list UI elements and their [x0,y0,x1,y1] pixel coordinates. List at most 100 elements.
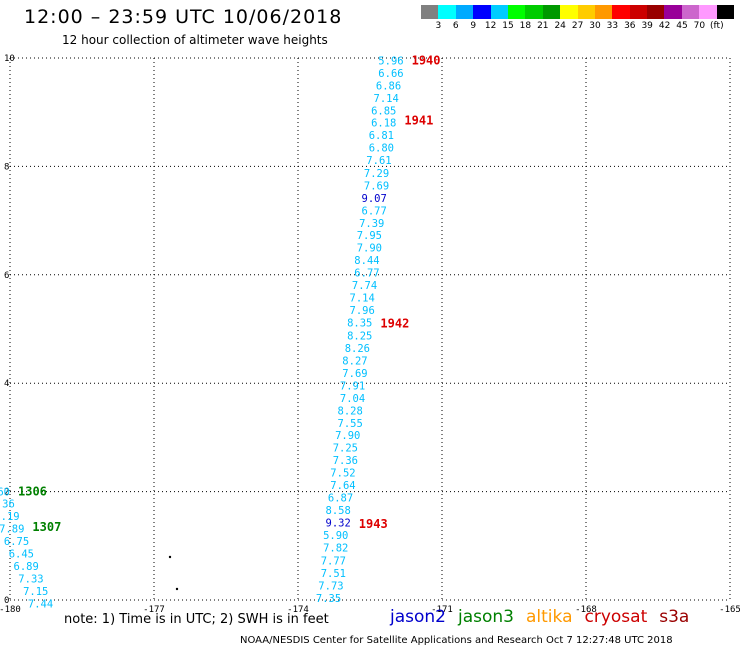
swh-value-label: 7.52 [330,468,355,480]
colorbar-swatch [699,5,717,19]
swh-value-label: 7.29 [364,168,389,180]
colorbar-label: 9 [470,21,477,31]
colorbar-label: 18 [519,21,532,31]
colorbar-label: 36 [624,21,636,31]
note-text: note: 1) Time is in UTC; 2) SWH is in fe… [64,612,329,627]
swh-value-label: 7.90 [335,430,360,442]
swh-value-label: 6.66 [378,68,403,80]
pass-number-label: 1943 [359,517,388,531]
pass-number-label: 1307 [32,520,61,534]
colorbar-swatch [647,5,665,19]
swh-value-label: 7.74 [352,280,377,292]
colorbar-swatch [612,5,630,19]
swh-value-label: 6.75 [4,536,29,548]
pass-number-label: 1941 [404,113,433,127]
colorbar-label: 12 [484,21,497,31]
swh-value-label: 6.80 [369,142,394,154]
colorbar-label: 6 [452,21,459,31]
x-tick-label: -174 [287,605,309,615]
swh-value-label: 8.58 [326,505,351,517]
colorbar-swatch [421,5,439,19]
data-dot [168,555,172,559]
swh-value-label: 7.14 [374,93,399,105]
swh-value-label: 7.60 [0,487,10,499]
colorbar-swatch [577,5,595,19]
colorbar-swatch [664,5,682,19]
x-tick-label: -165 [719,605,740,615]
y-tick-label: 2 [4,488,9,498]
x-tick-label: -177 [143,605,165,615]
swh-value-label: 6.81 [369,130,394,142]
swh-value-label: 6.89 [14,561,39,573]
swh-value-label: 7.33 [18,573,43,585]
colorbar-label: 33 [606,21,619,31]
swh-value-label: 7.69 [342,368,367,380]
pass-number-label: 1942 [380,317,409,331]
y-tick-label: 10 [4,54,15,64]
colorbar-label: 27 [571,21,584,31]
colorbar-label: (ft) [710,21,724,31]
colorbar-swatch [716,5,735,19]
swh-value-label: 7.36 [0,499,15,511]
swh-value-label: 7.82 [323,542,348,554]
swh-value-label: 8.26 [345,343,370,355]
swh-value-label: 6.77 [362,205,387,217]
satellite-legend: jason2 jason3 altika cryosat s3a [390,607,701,627]
swh-value-label: 7.95 [357,230,382,242]
swh-value-label: 7.69 [364,180,389,192]
y-tick-label: 6 [4,271,9,281]
swh-value-label: 7.51 [321,568,346,580]
pass-number-label: 1940 [412,54,441,68]
swh-value-label: 7.89 [0,523,24,535]
swh-value-label: 7.73 [318,580,343,592]
swh-value-label: 7.61 [366,155,391,167]
pass-number-label: 1306 [18,485,47,499]
swh-value-label: 7.96 [350,305,375,317]
swh-value-label: 7.19 [0,511,20,523]
swh-value-label: 9.07 [362,193,387,205]
colorbar-swatch [525,5,543,19]
colorbar-swatch [594,5,613,19]
colorbar-swatch [560,5,578,19]
colorbar-swatch [681,5,700,19]
swh-value-label: 8.44 [354,255,379,267]
colorbar-label: 70 [693,21,706,31]
swh-value-label: 7.90 [357,243,382,255]
legend-item-cryosat: cryosat [584,607,648,627]
swh-value-label: 7.35 [316,593,341,605]
swh-value-label: 7.14 [350,293,375,305]
swh-value-label: 7.64 [330,480,355,492]
colorbar-swatch [629,5,648,19]
legend-item-altika: altika [526,607,573,627]
colorbar-labels: 3 6 9 12 15 18 21 24 27 30 33 36 39 42 45 70 (ft) [421,21,731,33]
colorbar-swatch [438,5,456,19]
swh-value-label: 7.15 [23,586,48,598]
map-subtitle: 12 hour collection of altimeter wave hei… [62,33,328,47]
wave-height-colorbar [421,5,735,19]
swh-value-label: 7.91 [340,380,365,392]
swh-value-label: 7.44 [28,598,53,610]
colorbar-label: 39 [641,21,653,31]
colorbar-label: 3 [435,21,442,31]
colorbar-swatch [542,5,561,19]
colorbar-label: 21 [537,21,549,31]
footer-credit: NOAA/NESDIS Center for Satellite Applica… [240,635,673,646]
map-title: 12:00 – 23:59 UTC 10/06/2018 [24,6,343,28]
swh-value-label: 6.45 [9,548,34,560]
swh-value-label: 5.90 [323,530,348,542]
swh-value-label: 6.85 [371,106,396,118]
swh-value-label: 6.86 [376,81,401,93]
x-tick-label: -171 [431,605,453,615]
swh-value-label: 6.87 [328,493,353,505]
swh-value-label: 5.96 [378,56,403,68]
colorbar-swatch [473,5,491,19]
colorbar-swatch [507,5,526,19]
legend-item-s3a: s3a [659,607,690,627]
data-dot [175,587,179,591]
swh-value-label: 8.25 [347,331,372,343]
colorbar-label: 24 [554,21,566,31]
swh-value-label: 8.27 [342,355,367,367]
x-tick-label: -180 [0,605,21,615]
